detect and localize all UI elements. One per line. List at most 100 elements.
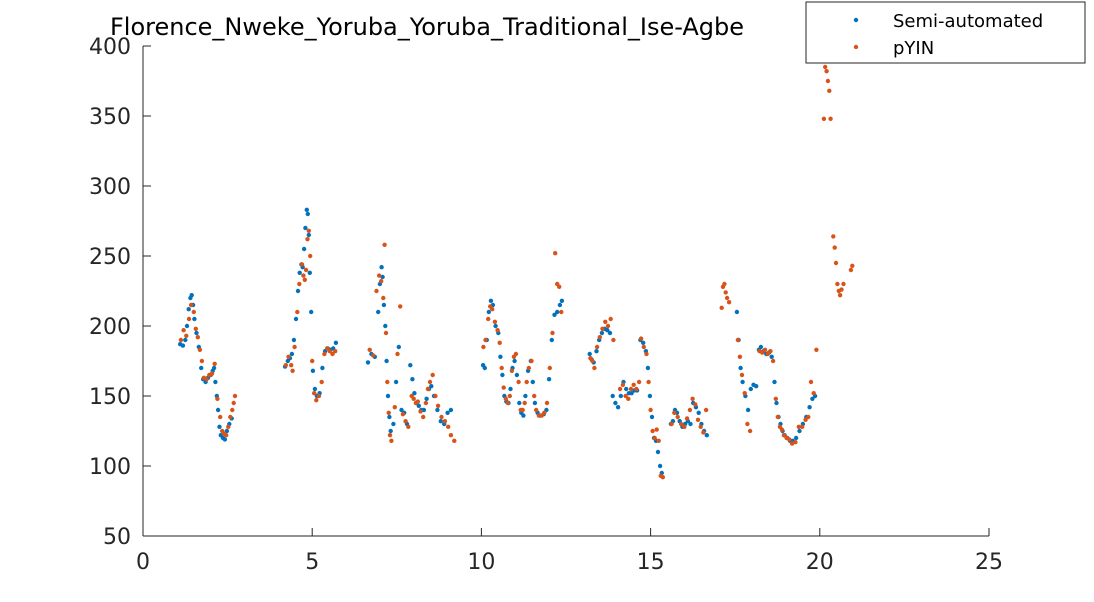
data-point — [427, 379, 433, 385]
legend: Semi-automated pYIN — [805, 1, 1086, 64]
data-point — [448, 433, 454, 438]
legend-box — [805, 1, 1086, 64]
data-point — [599, 330, 605, 336]
data-point — [421, 407, 427, 413]
x-tick-label: 10 — [467, 550, 495, 575]
data-point — [303, 267, 309, 273]
data-point — [628, 386, 634, 392]
data-point — [286, 354, 291, 359]
data-point — [508, 386, 513, 392]
data-point — [301, 246, 307, 252]
x-tick-label: 20 — [806, 550, 834, 575]
data-point — [388, 428, 393, 434]
data-point — [760, 350, 765, 355]
data-point — [690, 396, 695, 401]
data-point — [303, 225, 308, 231]
data-point — [186, 316, 192, 322]
data-point — [738, 365, 743, 371]
data-point — [800, 424, 805, 429]
data-point — [424, 396, 429, 401]
data-point — [605, 328, 610, 333]
data-point — [377, 273, 382, 278]
data-point — [539, 413, 544, 418]
data-point — [297, 281, 302, 287]
data-point — [215, 407, 221, 413]
data-point — [768, 349, 773, 354]
data-point — [181, 328, 186, 333]
y-tick-label: 150 — [89, 385, 131, 410]
data-point — [310, 358, 315, 364]
data-point — [719, 305, 724, 310]
data-point — [482, 365, 487, 371]
data-point — [445, 410, 450, 415]
data-point — [646, 379, 651, 385]
data-point — [623, 393, 628, 399]
data-point — [224, 433, 229, 438]
data-point — [837, 293, 843, 298]
data-point — [769, 354, 774, 359]
data-point — [828, 116, 833, 122]
data-point — [226, 424, 231, 429]
data-point — [433, 393, 438, 399]
data-point — [526, 365, 531, 371]
data-point — [610, 393, 615, 399]
data-point — [594, 349, 599, 354]
data-point — [762, 347, 768, 352]
data-point — [737, 354, 743, 359]
data-point — [655, 449, 661, 455]
data-point — [430, 372, 435, 378]
data-point — [412, 391, 417, 396]
data-point — [634, 386, 639, 392]
data-point — [793, 440, 798, 445]
data-point — [293, 316, 299, 322]
data-point — [367, 347, 372, 352]
data-point — [292, 344, 297, 350]
data-point — [745, 407, 751, 413]
data-point — [605, 323, 611, 329]
data-point — [521, 413, 526, 418]
data-point — [789, 441, 795, 446]
data-point — [552, 312, 557, 317]
data-point — [309, 309, 314, 315]
data-point — [629, 391, 634, 396]
data-point — [669, 421, 674, 427]
x-tick-label: 0 — [136, 550, 150, 575]
data-point — [513, 351, 519, 357]
data-point — [523, 393, 528, 399]
data-point — [230, 407, 235, 413]
data-point — [547, 365, 552, 371]
data-point — [178, 337, 184, 343]
data-point — [299, 262, 305, 267]
data-point — [600, 326, 605, 331]
data-point — [735, 337, 741, 343]
data-point — [544, 400, 550, 406]
data-point — [833, 260, 839, 266]
data-point — [758, 344, 764, 350]
data-point — [603, 319, 608, 324]
data-point — [398, 304, 403, 309]
data-point — [399, 407, 404, 413]
data-point — [184, 323, 190, 329]
chart-title: Florence_Nweke_Yoruba_Yoruba_Traditional… — [110, 13, 744, 41]
data-point — [678, 421, 684, 427]
data-point — [524, 379, 529, 385]
data-point — [498, 354, 503, 359]
data-point — [553, 251, 558, 256]
data-point — [215, 396, 220, 401]
axes: 0 5 10 15 20 25 50 100 150 200 250 300 350 400 — [89, 35, 1003, 575]
data-point — [289, 363, 294, 368]
data-point — [641, 340, 646, 345]
data-point — [682, 424, 687, 429]
data-point — [204, 377, 209, 382]
data-point — [787, 437, 792, 442]
data-point — [231, 400, 236, 406]
data-point — [306, 232, 311, 238]
data-point — [747, 428, 753, 434]
y-tick-label: 100 — [89, 455, 131, 480]
y-tick-label: 300 — [89, 175, 131, 200]
data-point — [557, 302, 563, 308]
data-point — [687, 407, 693, 413]
data-point — [501, 385, 506, 390]
data-point — [493, 323, 498, 329]
